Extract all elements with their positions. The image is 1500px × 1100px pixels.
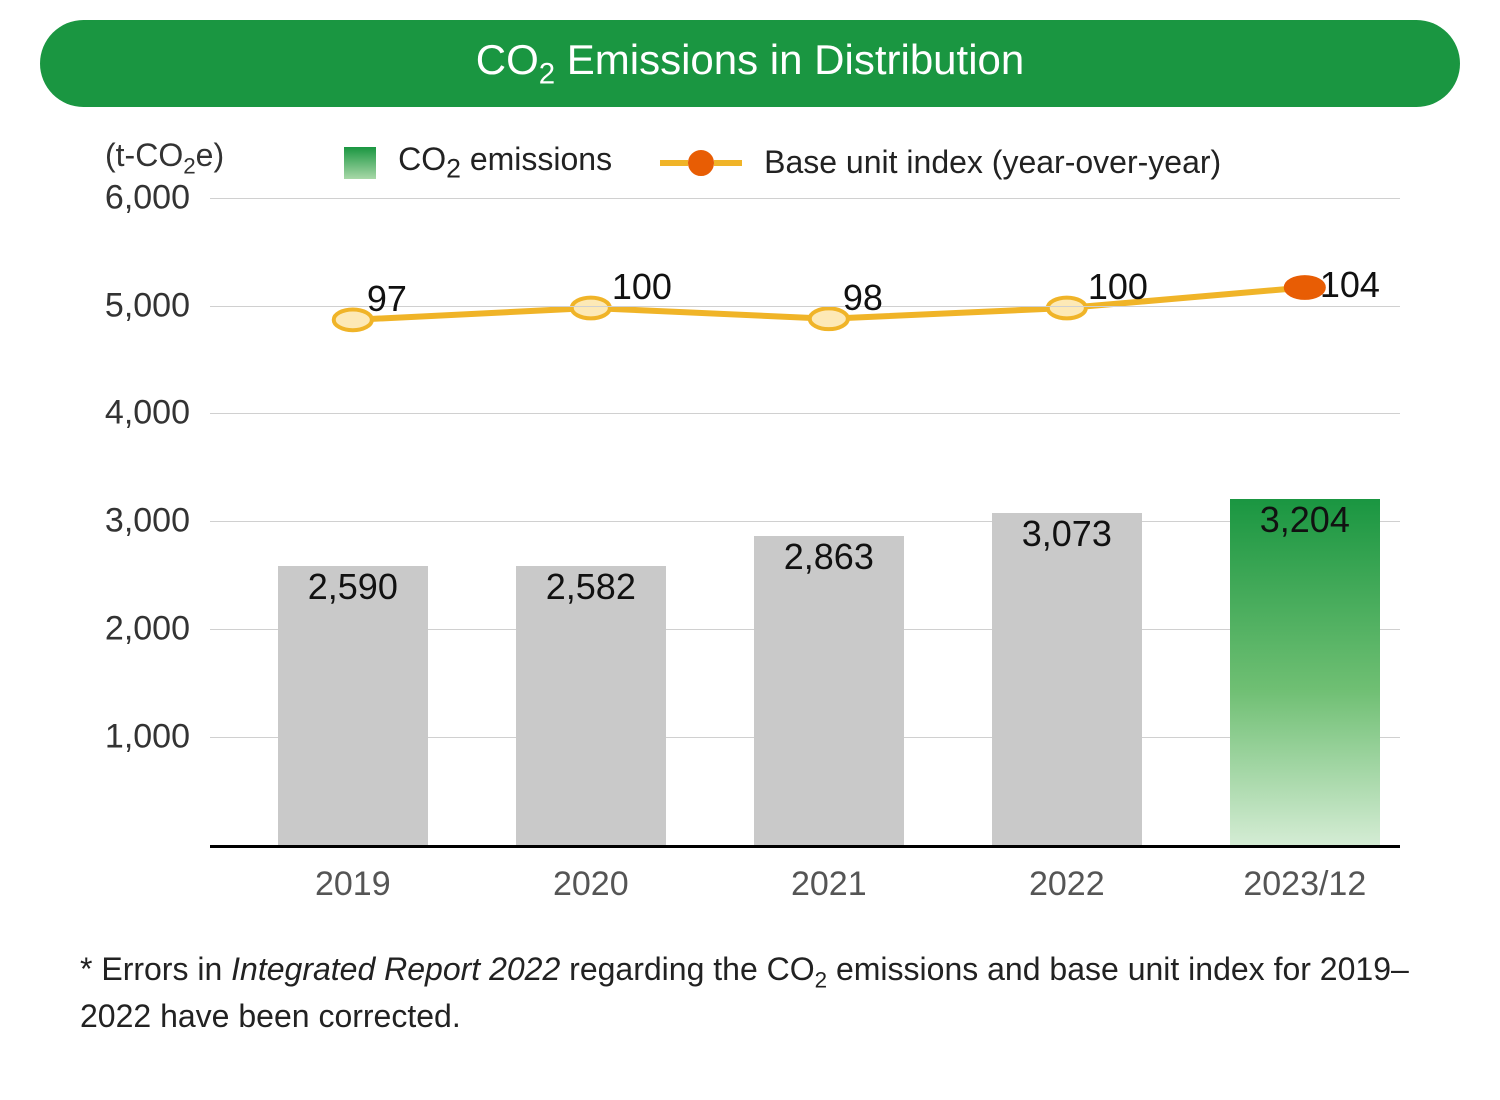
legend-bar-label: CO2 emissions [398,141,612,184]
y-tick-label: 6,000 [70,178,190,217]
x-tick-label: 2023/12 [1243,865,1366,904]
bar-value-label: 2,863 [784,536,874,578]
x-tick-label: 2022 [1029,865,1105,904]
legend-row: (t-CO2e) CO2 emissions Base unit index (… [40,137,1460,187]
x-tick-label: 2020 [553,865,629,904]
bar-value-label: 2,582 [546,566,636,608]
bar [754,536,904,845]
chart-area: 1,0002,0003,0004,0005,0006,0002,59020192… [80,198,1420,918]
legend-line-label: Base unit index (year-over-year) [764,144,1221,181]
index-value-label: 98 [843,277,883,319]
y-tick-label: 5,000 [70,286,190,325]
bar-value-label: 3,204 [1260,499,1350,541]
bar-value-label: 3,073 [1022,513,1112,555]
index-value-label: 97 [367,278,407,320]
y-tick-label: 3,000 [70,502,190,541]
y-tick-label: 2,000 [70,610,190,649]
bar [992,513,1142,844]
legend-line-swatch [660,150,742,176]
bar [1230,499,1380,844]
bar-value-label: 2,590 [308,566,398,608]
x-tick-label: 2019 [315,865,391,904]
footnote: * Errors in Integrated Report 2022 regar… [80,948,1420,1039]
index-value-label: 100 [1088,266,1148,308]
legend: CO2 emissions Base unit index (year-over… [344,141,1221,184]
index-value-label: 100 [612,266,672,308]
plot-area: 1,0002,0003,0004,0005,0006,0002,59020192… [210,198,1400,848]
index-value-label: 104 [1320,264,1380,306]
legend-bar-swatch [344,147,376,179]
y-axis-unit: (t-CO2e) [105,137,224,179]
y-tick-label: 1,000 [70,717,190,756]
y-tick-label: 4,000 [70,394,190,433]
chart-title: CO2 Emissions in Distribution [40,20,1460,107]
x-tick-label: 2021 [791,865,867,904]
